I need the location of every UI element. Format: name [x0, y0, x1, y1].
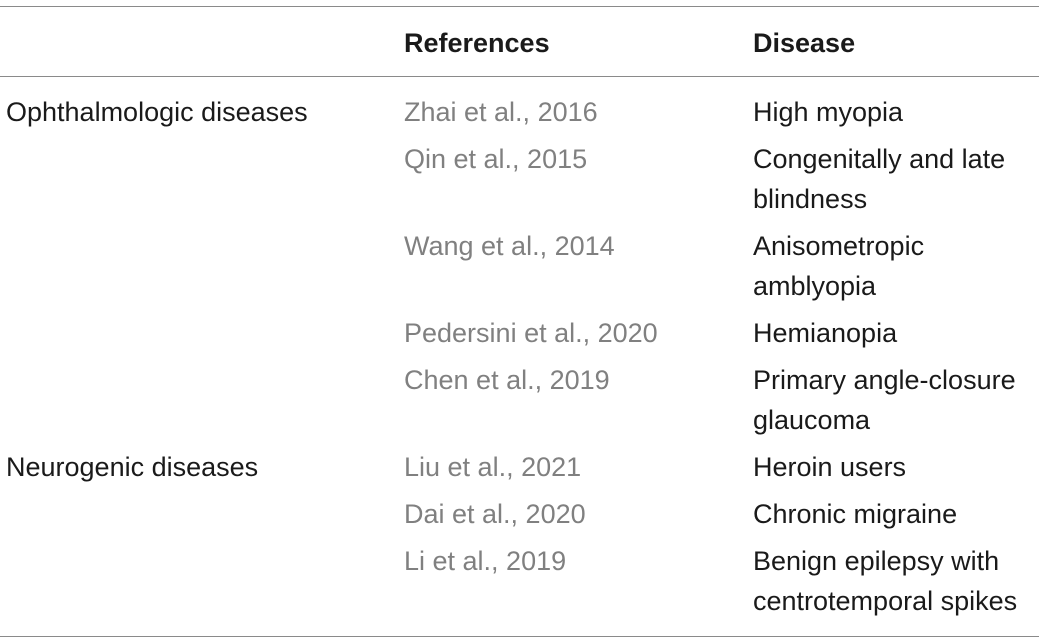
reference-cell: Liu et al., 2021 [404, 452, 582, 482]
category-neurogenic: Neurogenic diseases [6, 452, 259, 482]
reference-cell: Qin et al., 2015 [404, 144, 588, 174]
disease-cell: Benign epilepsy with [753, 546, 1000, 576]
disease-cell: Anisometropic [753, 231, 925, 261]
disease-cell: Heroin users [753, 452, 907, 482]
reference-cell: Pedersini et al., 2020 [404, 318, 658, 348]
reference-cell: Chen et al., 2019 [404, 365, 610, 395]
table-header-rule [0, 76, 1039, 77]
disease-cell: Primary angle-closure [753, 365, 1016, 395]
header-references: References [404, 28, 550, 58]
table-bottom-rule [0, 636, 1039, 637]
disease-cell-continued: glaucoma [753, 405, 871, 435]
header-disease: Disease [753, 28, 856, 58]
disease-cell: Hemianopia [753, 318, 898, 348]
disease-cell: Congenitally and late [753, 144, 1006, 174]
reference-cell: Li et al., 2019 [404, 546, 567, 576]
reference-cell: Wang et al., 2014 [404, 231, 615, 261]
category-ophthalmologic: Ophthalmologic diseases [6, 97, 308, 127]
table-top-rule [0, 6, 1039, 7]
reference-cell: Dai et al., 2020 [404, 499, 586, 529]
disease-cell: Chronic migraine [753, 499, 958, 529]
disease-cell-continued: blindness [753, 184, 868, 214]
disease-cell: High myopia [753, 97, 904, 127]
reference-cell: Zhai et al., 2016 [404, 97, 598, 127]
disease-cell-continued: amblyopia [753, 271, 877, 301]
disease-cell-continued: centrotemporal spikes [753, 586, 1018, 616]
